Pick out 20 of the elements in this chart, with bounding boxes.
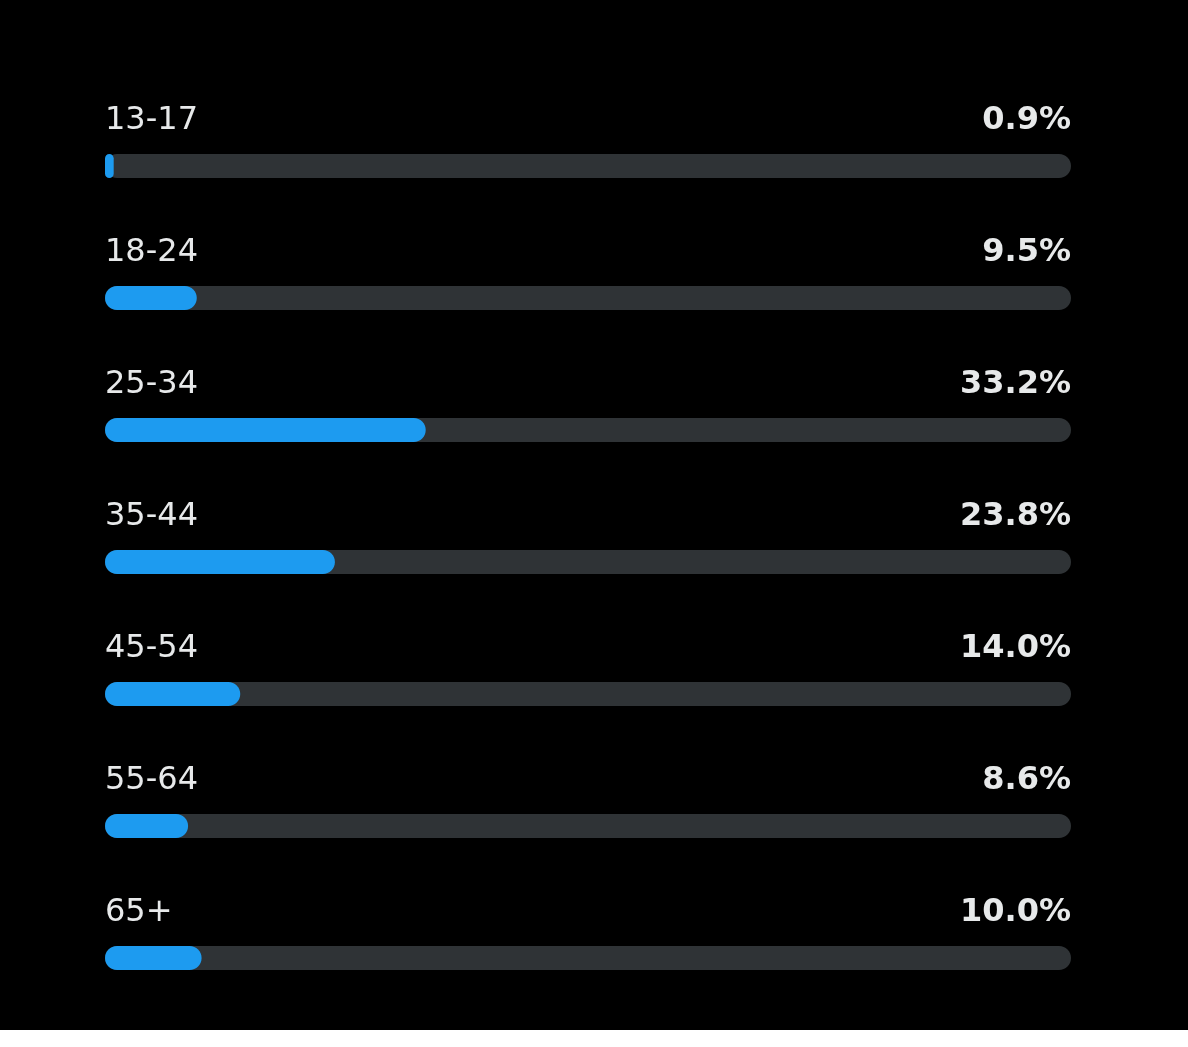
bar (105, 418, 426, 442)
data-label: 10.0% (959, 891, 1071, 929)
y-tick-label: 45-54 (105, 627, 198, 665)
bar (105, 550, 335, 574)
y-tick-label: 13-17 (105, 99, 198, 137)
y-tick-label: 25-34 (105, 363, 198, 401)
bar (105, 814, 189, 838)
bar (105, 286, 197, 310)
bar (105, 946, 202, 970)
data-label: 9.5% (982, 231, 1071, 269)
data-label: 8.6% (982, 759, 1071, 797)
data-label: 14.0% (959, 627, 1071, 665)
y-tick-label: 18-24 (105, 231, 198, 269)
y-tick-label: 55-64 (105, 759, 198, 797)
y-tick-label: 35-44 (105, 495, 198, 533)
data-label: 23.8% (959, 495, 1071, 533)
data-label: 33.2% (959, 363, 1071, 401)
y-tick-label: 65+ (105, 891, 173, 929)
bar (105, 682, 241, 706)
data-label: 0.9% (982, 99, 1071, 137)
